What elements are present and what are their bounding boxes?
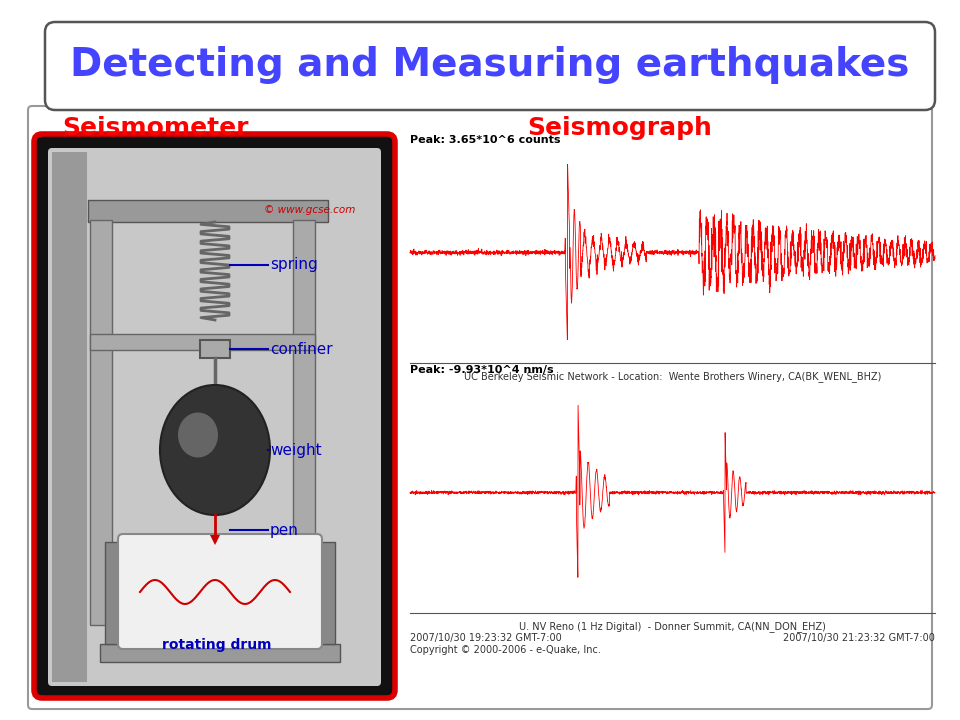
Text: pen: pen: [270, 523, 299, 538]
FancyBboxPatch shape: [45, 22, 935, 110]
Bar: [88, 200, 328, 222]
Bar: [90, 220, 112, 625]
Text: Detecting and Measuring earthquakes: Detecting and Measuring earthquakes: [70, 46, 910, 84]
FancyBboxPatch shape: [118, 534, 322, 649]
Text: UC Berkeley Seismic Network - Location:  Wente Brothers Winery, CA(BK_WENL_BHZ): UC Berkeley Seismic Network - Location: …: [464, 371, 881, 382]
Polygon shape: [210, 535, 220, 545]
Bar: [105, 542, 123, 644]
Text: spring: spring: [270, 258, 318, 272]
Bar: [293, 220, 315, 625]
Bar: [200, 340, 230, 358]
Bar: [90, 334, 315, 350]
Text: Peak: 3.65*10^6 counts: Peak: 3.65*10^6 counts: [410, 135, 561, 145]
Bar: [52, 152, 87, 682]
Text: © www.gcse.com: © www.gcse.com: [264, 205, 355, 215]
Text: rotating drum: rotating drum: [162, 638, 272, 652]
Text: 2007/10/30 21:23:32 GMT-7:00: 2007/10/30 21:23:32 GMT-7:00: [783, 633, 935, 643]
Text: U. NV Reno (1 Hz Digital)  - Donner Summit, CA(NN_DON_EHZ): U. NV Reno (1 Hz Digital) - Donner Summi…: [519, 621, 826, 632]
Text: Copyright © 2000-2006 - e-Quake, Inc.: Copyright © 2000-2006 - e-Quake, Inc.: [410, 645, 601, 655]
Text: Seismometer: Seismometer: [62, 116, 249, 140]
Ellipse shape: [178, 413, 218, 457]
FancyBboxPatch shape: [48, 148, 381, 686]
Text: Seismograph: Seismograph: [528, 116, 712, 140]
Bar: [317, 542, 335, 644]
Text: weight: weight: [270, 443, 322, 457]
Ellipse shape: [160, 385, 270, 515]
Text: Peak: -9.93*10^4 nm/s: Peak: -9.93*10^4 nm/s: [410, 365, 554, 375]
FancyBboxPatch shape: [34, 134, 395, 698]
Text: 2007/10/30 19:23:32 GMT-7:00: 2007/10/30 19:23:32 GMT-7:00: [410, 633, 562, 643]
FancyBboxPatch shape: [28, 106, 932, 709]
Text: confiner: confiner: [270, 341, 332, 356]
Bar: [100, 644, 340, 662]
